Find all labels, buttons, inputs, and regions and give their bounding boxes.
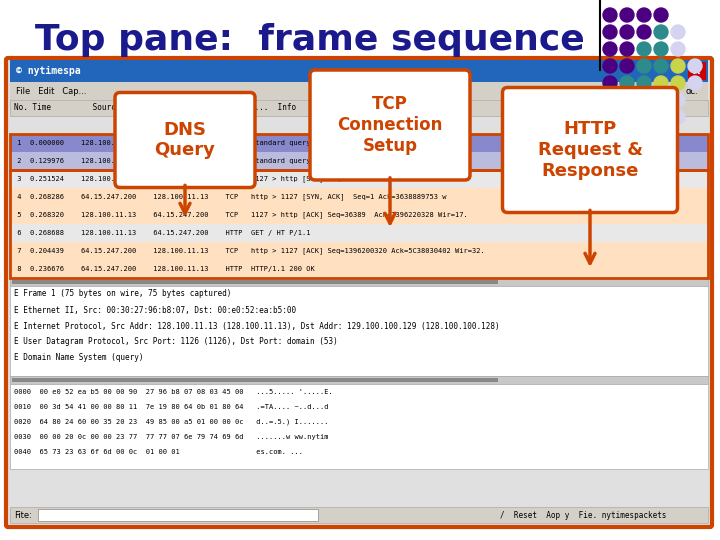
Circle shape — [654, 110, 668, 124]
Text: Top pane:  frame sequence: Top pane: frame sequence — [35, 23, 585, 57]
Circle shape — [620, 110, 634, 124]
Text: E Frame 1 (75 bytes on wire, 75 bytes captured): E Frame 1 (75 bytes on wire, 75 bytes ca… — [14, 289, 231, 299]
FancyBboxPatch shape — [10, 206, 708, 224]
Text: /  Reset  Aop y  Fie. nytimespackets: / Reset Aop y Fie. nytimespackets — [500, 510, 667, 519]
Text: 0030  00 00 20 0c 00 00 23 77  77 77 07 6e 79 74 69 6d   .......w ww.nytim: 0030 00 00 20 0c 00 00 23 77 77 77 07 6e… — [14, 434, 328, 440]
FancyBboxPatch shape — [10, 188, 708, 206]
Circle shape — [603, 42, 617, 56]
Text: 0010  00 3d 54 41 00 00 80 11  7e 19 80 64 0b 01 80 64   .=TA.... ~..d...d: 0010 00 3d 54 41 00 00 80 11 7e 19 80 64… — [14, 404, 328, 410]
Text: File   Edit   Cap...: File Edit Cap... — [16, 86, 86, 96]
Circle shape — [671, 25, 685, 39]
Circle shape — [603, 93, 617, 107]
FancyBboxPatch shape — [10, 242, 708, 260]
FancyBboxPatch shape — [10, 260, 708, 278]
FancyBboxPatch shape — [688, 62, 706, 80]
FancyBboxPatch shape — [6, 58, 712, 527]
FancyBboxPatch shape — [10, 152, 708, 170]
FancyBboxPatch shape — [10, 376, 708, 384]
FancyBboxPatch shape — [10, 286, 708, 376]
FancyBboxPatch shape — [12, 280, 498, 284]
Circle shape — [603, 127, 617, 141]
Circle shape — [654, 25, 668, 39]
Text: 0040  65 73 23 63 6f 6d 00 0c  01 00 01                  es.com. ...: 0040 65 73 23 63 6f 6d 00 0c 01 00 01 es… — [14, 449, 303, 455]
Text: 0020  64 80 24 60 00 35 20 23  49 85 00 a5 01 00 00 0c   d..=.5.) I.......: 0020 64 80 24 60 00 35 20 23 49 85 00 a5… — [14, 418, 328, 426]
Text: No. Time         Source           Destination      P...  Info: No. Time Source Destination P... Info — [14, 104, 296, 112]
Text: dc.: dc. — [685, 86, 698, 96]
FancyBboxPatch shape — [10, 60, 708, 82]
FancyBboxPatch shape — [12, 378, 498, 382]
Circle shape — [620, 25, 634, 39]
Circle shape — [603, 76, 617, 90]
Circle shape — [637, 59, 651, 73]
Circle shape — [637, 110, 651, 124]
Text: E User Datagram Protocol, Src Port: 1126 (1126), Dst Port: domain (53): E User Datagram Protocol, Src Port: 1126… — [14, 338, 338, 347]
Circle shape — [620, 93, 634, 107]
Circle shape — [637, 25, 651, 39]
Circle shape — [637, 127, 651, 141]
Circle shape — [654, 59, 668, 73]
Circle shape — [637, 8, 651, 22]
Text: 5  0.268320    128.100.11.13    64.15.247.200    TCP   1127 > http [ACK] Seq=363: 5 0.268320 128.100.11.13 64.15.247.200 T… — [13, 212, 468, 218]
Text: E Ethernet II, Src: 00:30:27:96:b8:07, Dst: 00:e0:52:ea:b5:00: E Ethernet II, Src: 00:30:27:96:b8:07, D… — [14, 306, 296, 314]
FancyBboxPatch shape — [10, 507, 708, 523]
Circle shape — [637, 42, 651, 56]
Circle shape — [671, 76, 685, 90]
Circle shape — [671, 59, 685, 73]
FancyBboxPatch shape — [503, 87, 678, 213]
FancyBboxPatch shape — [38, 509, 318, 521]
Circle shape — [671, 110, 685, 124]
Circle shape — [654, 42, 668, 56]
FancyBboxPatch shape — [10, 224, 708, 242]
Text: 3  0.251524    128.100.11.13    64.15.247.200    TCP   1127 > http [SYN] Seq=0: 3 0.251524 128.100.11.13 64.15.247.200 T… — [13, 176, 348, 183]
Circle shape — [654, 8, 668, 22]
Circle shape — [620, 42, 634, 56]
Circle shape — [603, 8, 617, 22]
Text: 7  0.204439    64.15.247.200    128.100.11.13    TCP   http > 1127 [ACK] Seq=139: 7 0.204439 64.15.247.200 128.100.11.13 T… — [13, 248, 485, 254]
FancyBboxPatch shape — [10, 134, 708, 152]
Text: E Domain Name System (query): E Domain Name System (query) — [14, 354, 143, 362]
Text: © nytimespa: © nytimespa — [16, 66, 81, 76]
Text: 1  0.000000    128.100.11.13    128.100.100.128  DNS   Standard query A www.ny: 1 0.000000 128.100.11.13 128.100.100.128… — [13, 140, 348, 146]
Circle shape — [603, 59, 617, 73]
Text: HTTP
Request &
Response: HTTP Request & Response — [538, 120, 642, 180]
Text: X: X — [693, 66, 701, 76]
Text: Fite:: Fite: — [14, 510, 32, 519]
Text: 2  0.129976    128.100.101.25   128.100.11.13    DNS   Standard query response: 2 0.129976 128.100.101.25 128.100.11.13 … — [13, 158, 348, 164]
FancyBboxPatch shape — [10, 100, 708, 116]
Circle shape — [637, 93, 651, 107]
Circle shape — [620, 76, 634, 90]
Circle shape — [603, 110, 617, 124]
Circle shape — [688, 59, 702, 73]
Circle shape — [688, 76, 702, 90]
Text: 6  0.268688    128.100.11.13    64.15.247.200    HTTP  GET / HT P/1.1: 6 0.268688 128.100.11.13 64.15.247.200 H… — [13, 230, 310, 236]
FancyBboxPatch shape — [10, 278, 708, 286]
Circle shape — [654, 76, 668, 90]
Text: 0000  00 e0 52 ea b5 00 00 90  27 96 b8 07 08 03 45 00   ...5..... '.....E.: 0000 00 e0 52 ea b5 00 00 90 27 96 b8 07… — [14, 389, 333, 395]
Text: DNS
Query: DNS Query — [155, 120, 215, 159]
Text: 8  0.236676    64.15.247.200    128.100.11.13    HTTP  HTTP/1.1 200 OK: 8 0.236676 64.15.247.200 128.100.11.13 H… — [13, 266, 315, 272]
Circle shape — [620, 59, 634, 73]
FancyBboxPatch shape — [10, 384, 708, 469]
FancyBboxPatch shape — [10, 170, 708, 188]
Circle shape — [671, 42, 685, 56]
Circle shape — [620, 127, 634, 141]
Circle shape — [603, 25, 617, 39]
FancyBboxPatch shape — [10, 82, 708, 100]
Circle shape — [671, 93, 685, 107]
FancyBboxPatch shape — [310, 70, 470, 180]
Circle shape — [637, 76, 651, 90]
Circle shape — [654, 93, 668, 107]
Circle shape — [620, 8, 634, 22]
Text: E Internet Protocol, Src Addr: 128.100.11.13 (128.100.11.13), Dst Addr: 129.100.: E Internet Protocol, Src Addr: 128.100.1… — [14, 321, 500, 330]
FancyBboxPatch shape — [115, 92, 255, 187]
Text: 4  0.268286    64.15.247.200    128.100.11.13    TCP   http > 1127 [SYN, ACK]  S: 4 0.268286 64.15.247.200 128.100.11.13 T… — [13, 194, 446, 200]
Text: TCP
Connection
Setup: TCP Connection Setup — [337, 95, 443, 155]
